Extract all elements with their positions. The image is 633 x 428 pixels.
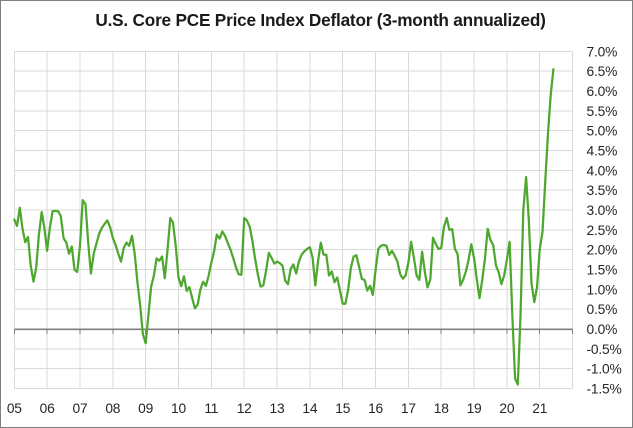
svg-text:4.0%: 4.0% <box>587 163 618 178</box>
svg-text:07: 07 <box>73 401 88 416</box>
svg-text:1.0%: 1.0% <box>587 282 618 297</box>
svg-text:18: 18 <box>434 401 449 416</box>
svg-text:21: 21 <box>532 401 547 416</box>
svg-text:3.5%: 3.5% <box>587 183 618 198</box>
svg-text:4.5%: 4.5% <box>587 144 618 159</box>
svg-text:15: 15 <box>335 401 350 416</box>
svg-text:2.5%: 2.5% <box>587 223 618 238</box>
svg-text:20: 20 <box>499 401 514 416</box>
svg-text:-1.5%: -1.5% <box>587 382 622 397</box>
svg-text:11: 11 <box>204 401 218 416</box>
svg-text:19: 19 <box>467 401 482 416</box>
svg-text:0.0%: 0.0% <box>587 322 618 337</box>
svg-text:6.5%: 6.5% <box>587 64 618 79</box>
svg-text:16: 16 <box>368 401 383 416</box>
svg-text:06: 06 <box>40 401 55 416</box>
svg-text:-1.0%: -1.0% <box>587 362 622 377</box>
svg-text:13: 13 <box>270 401 285 416</box>
svg-text:2.0%: 2.0% <box>587 243 618 258</box>
svg-text:5.0%: 5.0% <box>587 124 618 139</box>
svg-text:17: 17 <box>401 401 416 416</box>
svg-text:12: 12 <box>237 401 252 416</box>
svg-text:1.5%: 1.5% <box>587 263 618 278</box>
svg-text:5.5%: 5.5% <box>587 104 618 119</box>
svg-text:6.0%: 6.0% <box>587 84 618 99</box>
svg-text:0.5%: 0.5% <box>587 302 618 317</box>
svg-text:-0.5%: -0.5% <box>587 342 622 357</box>
svg-text:3.0%: 3.0% <box>587 203 618 218</box>
svg-text:08: 08 <box>105 401 120 416</box>
svg-text:7.0%: 7.0% <box>587 44 618 59</box>
svg-text:14: 14 <box>302 401 317 416</box>
svg-text:09: 09 <box>138 401 153 416</box>
svg-text:10: 10 <box>171 401 186 416</box>
svg-text:05: 05 <box>7 401 22 416</box>
